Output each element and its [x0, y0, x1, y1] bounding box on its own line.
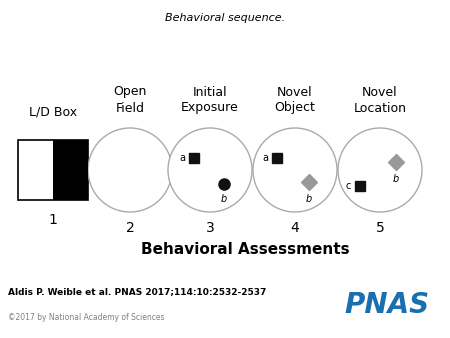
Text: Novel
Location: Novel Location [354, 86, 406, 115]
Text: Open
Field: Open Field [113, 86, 147, 115]
Text: 4: 4 [291, 221, 299, 235]
Text: a: a [179, 153, 185, 163]
Circle shape [253, 128, 337, 212]
Text: Initial
Exposure: Initial Exposure [181, 86, 239, 115]
Text: b: b [306, 194, 312, 204]
Text: Behavioral sequence.: Behavioral sequence. [165, 13, 285, 23]
Circle shape [168, 128, 252, 212]
Bar [18, 140, 88, 200]
Text: ©2017 by National Academy of Sciences: ©2017 by National Academy of Sciences [8, 314, 165, 322]
Text: b: b [393, 174, 399, 184]
Text: 5: 5 [376, 221, 384, 235]
Text: Aldis P. Weible et al. PNAS 2017;114:10:2532-2537: Aldis P. Weible et al. PNAS 2017;114:10:… [8, 288, 266, 296]
Circle shape [338, 128, 422, 212]
Text: PNAS: PNAS [345, 291, 430, 319]
Text: L/D Box: L/D Box [29, 105, 77, 119]
Text: 2: 2 [126, 221, 135, 235]
Text: 1: 1 [49, 213, 58, 227]
Text: 3: 3 [206, 221, 214, 235]
Text: a: a [262, 153, 268, 163]
Text: c: c [346, 181, 351, 191]
Circle shape [88, 128, 172, 212]
Bar [53, 140, 88, 200]
Text: Behavioral Assessments: Behavioral Assessments [141, 242, 349, 258]
Text: b: b [221, 194, 227, 204]
Text: Novel
Object: Novel Object [274, 86, 315, 115]
